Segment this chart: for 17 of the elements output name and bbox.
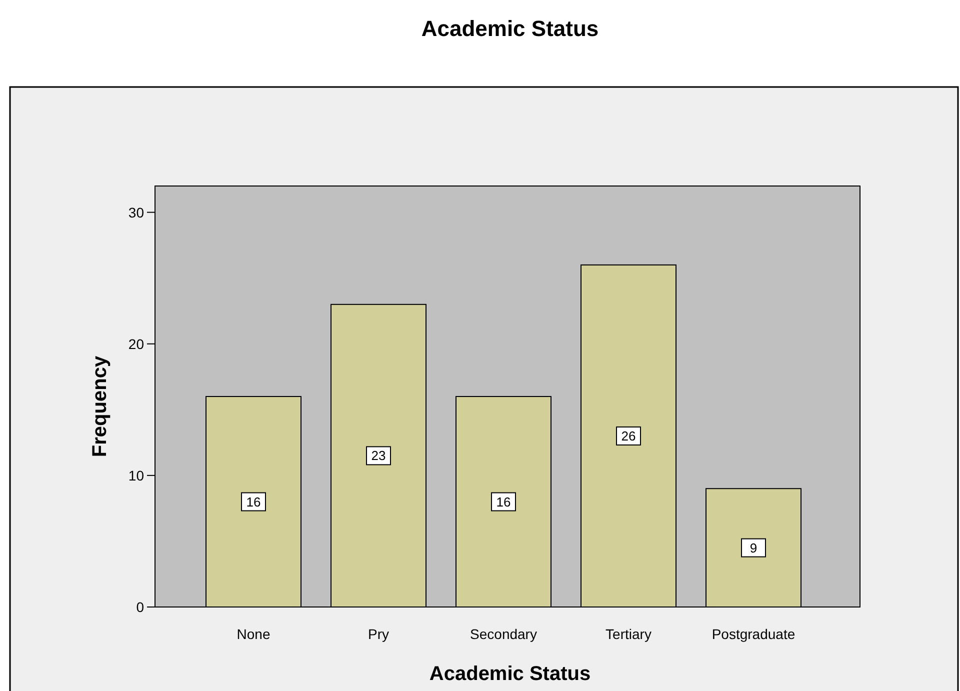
x-tick-label: Secondary xyxy=(470,626,537,642)
data-label: 16 xyxy=(496,494,511,510)
data-label: 9 xyxy=(750,540,758,556)
data-label: 26 xyxy=(621,428,636,444)
chart-title: Academic Status xyxy=(421,16,599,41)
x-tick-label: Postgraduate xyxy=(712,626,796,642)
y-tick-label: 0 xyxy=(136,599,144,615)
x-tick-label: Tertiary xyxy=(606,626,652,642)
x-axis-title: Academic Status xyxy=(429,663,591,685)
y-tick-label: 10 xyxy=(128,467,144,484)
data-label: 23 xyxy=(371,448,386,464)
y-tick-label: 30 xyxy=(128,204,144,220)
y-tick-label: 20 xyxy=(128,336,144,352)
x-tick-label: None xyxy=(236,626,270,642)
y-axis-title: Frequency xyxy=(89,355,111,458)
data-label: 16 xyxy=(246,494,261,510)
x-tick-label: Pry xyxy=(368,626,389,642)
